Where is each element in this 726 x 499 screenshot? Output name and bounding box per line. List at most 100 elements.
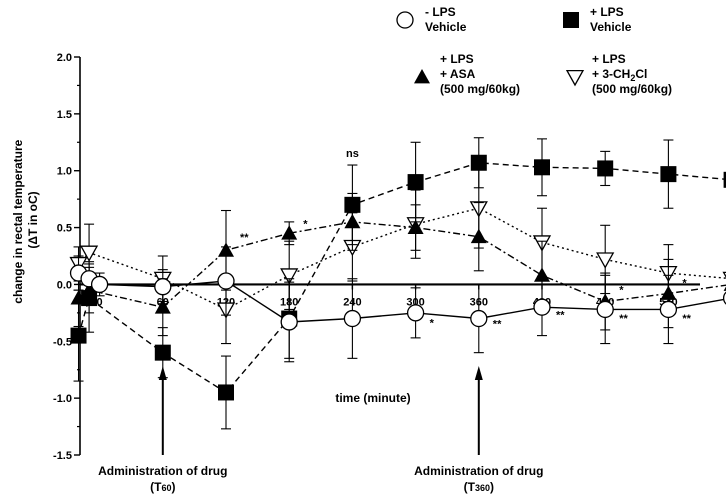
arrow-head (158, 366, 167, 380)
time-prefix: (T (150, 480, 162, 494)
series-line (77, 162, 726, 394)
legend-line: (500 mg/60kg) (440, 82, 520, 96)
legend-line: - LPS (425, 5, 456, 19)
series-0 (69, 246, 726, 363)
data-point (154, 344, 171, 361)
data-point (723, 171, 726, 188)
legend-marker (563, 12, 579, 28)
data-point (470, 154, 487, 171)
legend-label: + LPS + 3-CH2Cl (500 mg/60kg) (592, 52, 672, 96)
legend-item-0: - LPS Vehicle (396, 5, 467, 34)
significance-label: ** (493, 319, 502, 331)
administration-label: Administration of drug (98, 464, 227, 478)
legend: - LPS Vehicle+ LPS Vehicle+ LPS + ASA (500 m… (396, 5, 672, 96)
legend-line: Vehicle (425, 20, 467, 34)
data-point (596, 300, 614, 319)
legend-marker (396, 11, 414, 29)
data-point (406, 304, 425, 322)
data-point (217, 272, 235, 290)
data-point (597, 160, 614, 177)
data-point (723, 286, 726, 291)
data-point (70, 327, 87, 344)
significance-label: ** (556, 310, 565, 322)
annotation-layer: ns****************Administration of drug… (98, 148, 692, 494)
data-point (596, 252, 615, 269)
significance-label: * (619, 285, 624, 297)
significance-label: * (303, 219, 308, 231)
series-line (77, 207, 726, 311)
administration-time: (T360) (464, 480, 494, 494)
significance-label: ** (619, 313, 628, 325)
data-point (280, 313, 298, 331)
legend-label: + LPS Vehicle (590, 5, 632, 34)
administration-time: (T60) (150, 480, 175, 494)
y-axis-label-suffix: ) (26, 191, 40, 195)
significance-label: ns (346, 148, 359, 160)
y-axis-label-line1: change in rectal temperature (11, 139, 25, 303)
y-tick-label: 2.0 (57, 52, 72, 64)
data-point (534, 159, 550, 176)
series-line (78, 272, 726, 323)
data-point (660, 166, 677, 183)
legend-line: + LPS (590, 5, 624, 19)
data-point (343, 309, 362, 328)
data-point (722, 271, 726, 279)
legend-item-3: + LPS + 3-CH2Cl (500 mg/60kg) (565, 52, 672, 96)
legend-marker (414, 69, 430, 84)
significance-label: * (430, 318, 435, 330)
data-point (470, 228, 487, 244)
data-point (407, 219, 424, 234)
series-line (78, 221, 726, 308)
arrow-head (474, 366, 483, 380)
legend-line: + LPS (440, 52, 474, 66)
significance-label: * (682, 278, 687, 290)
y-tick-label: 1.5 (57, 109, 72, 121)
administration-arrow-0: Administration of drug (T60) (98, 366, 227, 494)
significance-label: ** (682, 313, 691, 325)
y-tick-label: 1.0 (57, 166, 72, 178)
axis-labels: change in rectal temperature (ΔT in oC) … (11, 136, 411, 405)
legend-line-tail: Cl (635, 67, 647, 81)
legend-label: + LPS + ASA (500 mg/60kg) (440, 52, 520, 96)
x-tick-label: 0 (97, 296, 103, 308)
time-suffix: ) (171, 480, 175, 494)
significance-label: ** (240, 232, 249, 244)
time-subscript: 360 (475, 483, 490, 493)
legend-label: - LPS Vehicle (425, 5, 467, 34)
time-suffix: ) (490, 480, 494, 494)
legend-marker (565, 69, 585, 87)
data-point (722, 291, 726, 305)
data-point (90, 275, 109, 294)
time-prefix: (T (464, 480, 476, 494)
series-layer (69, 137, 726, 430)
legend-line: + LPS (592, 52, 626, 66)
data-point (470, 309, 488, 328)
legend-line: + 3-CH (592, 67, 630, 81)
legend-item-2: + LPS + ASA (500 mg/60kg) (414, 52, 520, 96)
data-point (218, 384, 234, 401)
legend-item-1: + LPS Vehicle (563, 5, 632, 34)
y-tick-label: 0.0 (57, 279, 72, 291)
data-point (154, 278, 172, 296)
y-tick-label: 0.5 (57, 223, 72, 235)
data-point (280, 268, 299, 285)
legend-line: Vehicle (590, 20, 632, 34)
data-point (79, 245, 99, 262)
y-tick-label: -1.0 (53, 393, 72, 405)
data-point (533, 298, 551, 316)
administration-label: Administration of drug (414, 464, 543, 478)
x-axis-label: time (minute) (335, 391, 410, 405)
administration-arrow-1: Administration of drug (T360) (414, 366, 543, 494)
y-axis-label: change in rectal temperature (ΔT in oC) (11, 136, 40, 303)
data-point (281, 225, 298, 240)
data-point (81, 290, 98, 307)
data-point (534, 267, 550, 282)
time-subscript: 60 (161, 483, 171, 493)
y-axis-label-prefix: (ΔT in (26, 211, 40, 248)
y-tick-label: -0.5 (53, 336, 72, 348)
y-axis-label-unit: oC (26, 195, 40, 211)
legend-line: (500 mg/60kg) (592, 82, 672, 96)
legend-subscript: 2 (630, 73, 635, 83)
data-point (407, 174, 424, 191)
